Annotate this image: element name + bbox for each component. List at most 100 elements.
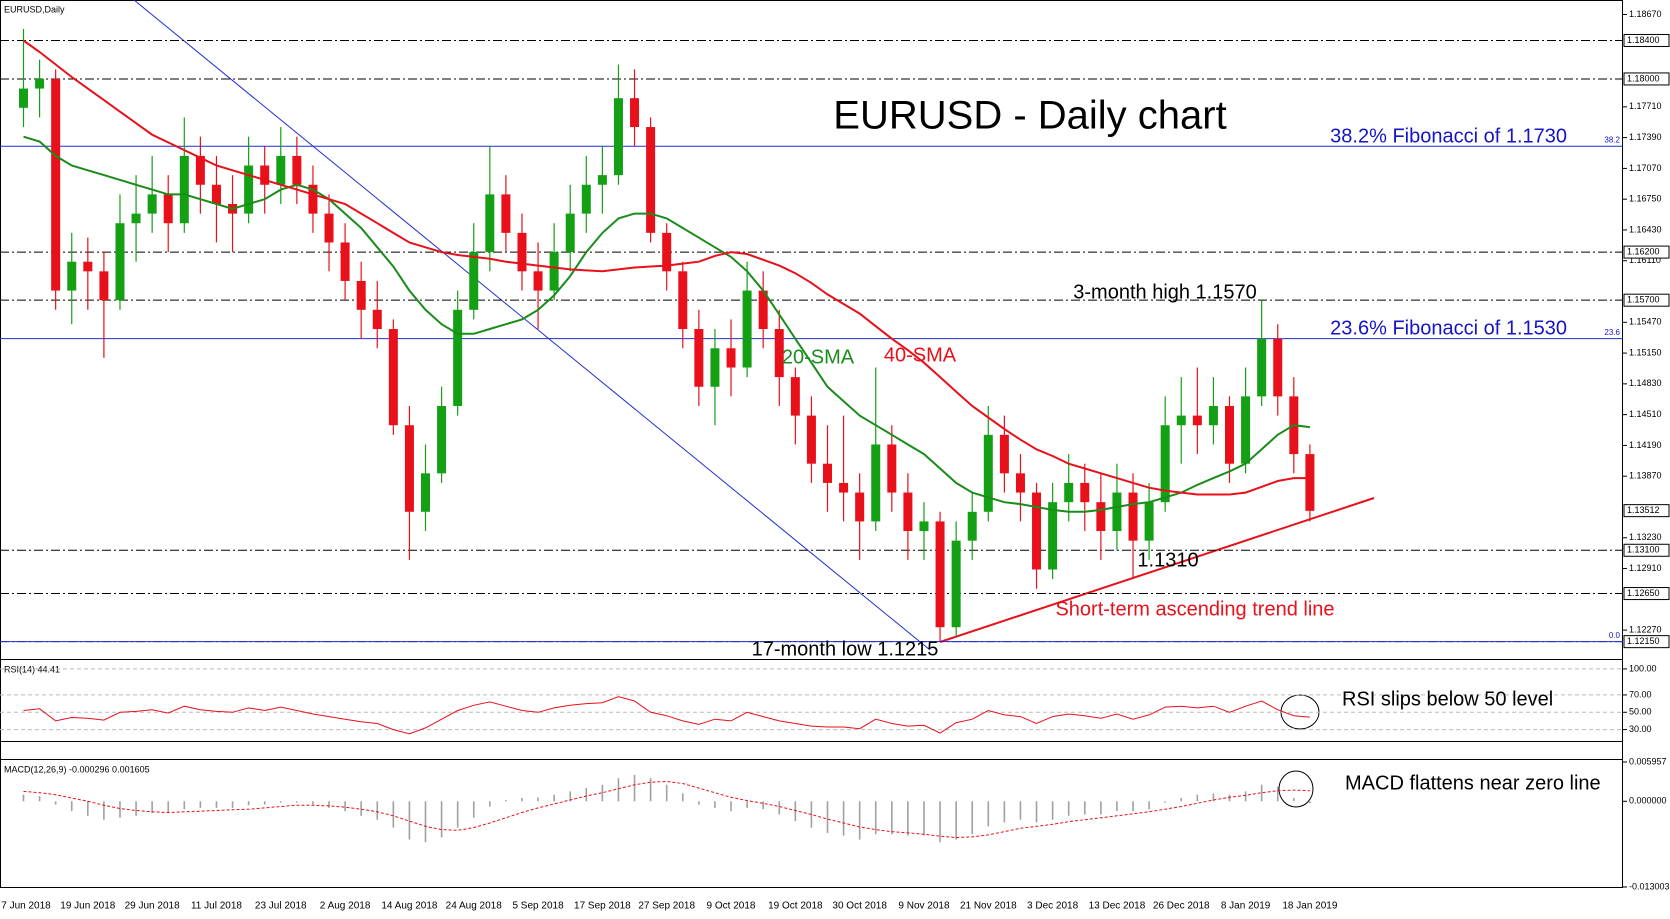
x-tick-label: 23 Jul 2018 bbox=[255, 901, 307, 912]
annotation: Short-term ascending trend line bbox=[1055, 598, 1334, 620]
x-tick-label: 29 Jun 2018 bbox=[125, 901, 180, 912]
histogram-bar bbox=[1293, 797, 1295, 802]
candle-body bbox=[1144, 502, 1154, 541]
annotation: 1.1310 bbox=[1137, 549, 1198, 571]
histogram-bar bbox=[151, 801, 153, 814]
candle-body bbox=[1160, 425, 1170, 503]
histogram-bar bbox=[231, 801, 234, 808]
candle-body bbox=[581, 184, 591, 214]
candle-body bbox=[517, 232, 527, 272]
histogram-bar bbox=[971, 801, 974, 835]
candle-body bbox=[871, 444, 881, 522]
x-tick-label: 24 Aug 2018 bbox=[446, 901, 503, 912]
ascending-trend-line bbox=[939, 497, 1375, 643]
last-price-box bbox=[1623, 504, 1670, 518]
candle-body bbox=[903, 492, 913, 532]
candle-body bbox=[646, 127, 656, 233]
candle-body bbox=[678, 271, 688, 330]
histogram-bar bbox=[858, 801, 861, 840]
candle-body bbox=[1273, 338, 1283, 397]
candle-body bbox=[967, 511, 977, 541]
histogram-bar bbox=[1148, 801, 1150, 810]
candle-body bbox=[195, 155, 205, 185]
histogram-bar bbox=[247, 801, 250, 806]
candle-body bbox=[1112, 492, 1122, 532]
candle-body bbox=[1128, 492, 1138, 541]
y-tick-label: 1.17390 bbox=[1629, 132, 1662, 142]
level-label-box bbox=[1623, 293, 1670, 307]
x-tick-label: 30 Oct 2018 bbox=[832, 901, 887, 912]
x-tick-label: 9 Nov 2018 bbox=[898, 901, 950, 912]
x-tick-label: 26 Dec 2018 bbox=[1153, 901, 1210, 912]
candle-body bbox=[131, 213, 141, 224]
histogram-bar bbox=[1083, 801, 1086, 815]
plot-frame bbox=[0, 0, 1623, 888]
candle-body bbox=[694, 329, 704, 387]
candle-body bbox=[260, 165, 270, 185]
fibonacci-label: 38.2 bbox=[1604, 135, 1620, 144]
downtrend-line bbox=[133, 0, 931, 651]
candle-body bbox=[1176, 415, 1186, 426]
candle-body bbox=[421, 473, 430, 512]
x-tick-label: 17 Sep 2018 bbox=[574, 901, 631, 912]
histogram-bar bbox=[456, 801, 459, 828]
level-label-box bbox=[1623, 635, 1670, 649]
y-tick-label: 1.15470 bbox=[1629, 317, 1662, 327]
candle-body bbox=[388, 329, 398, 426]
candle-body bbox=[662, 232, 672, 272]
candle-body bbox=[99, 271, 109, 301]
candle-body bbox=[35, 78, 45, 89]
y-tick-label: 1.12270 bbox=[1629, 624, 1662, 634]
candle-body bbox=[453, 309, 463, 406]
y-tick-label: 1.17070 bbox=[1629, 163, 1662, 173]
sma-line bbox=[22, 39, 1310, 496]
candle-body bbox=[51, 78, 61, 291]
histogram-bar bbox=[70, 801, 73, 812]
histogram-bar bbox=[1035, 801, 1038, 823]
candle-body bbox=[292, 155, 302, 185]
candle-body bbox=[501, 194, 511, 233]
x-tick-label: 19 Jun 2018 bbox=[60, 901, 115, 912]
histogram-bar bbox=[1260, 784, 1263, 802]
indicator-line bbox=[23, 696, 1310, 735]
panel-label: EURUSD,Daily bbox=[4, 4, 65, 14]
candle-body bbox=[485, 194, 495, 253]
candle-body bbox=[115, 223, 125, 301]
macd-circle bbox=[1278, 770, 1314, 808]
candle-body bbox=[276, 155, 286, 185]
histogram-bar bbox=[408, 801, 411, 840]
histogram-bar bbox=[1100, 801, 1102, 815]
histogram-bar bbox=[1164, 801, 1166, 803]
candle-body bbox=[147, 194, 157, 214]
histogram-bar bbox=[537, 797, 539, 802]
histogram-bar bbox=[376, 801, 379, 820]
annotation: 38.2% Fibonacci of 1.1730 bbox=[1330, 125, 1567, 147]
candle-body bbox=[1015, 473, 1025, 493]
histogram-bar bbox=[38, 795, 41, 802]
candle-body bbox=[919, 521, 929, 532]
histogram-bar bbox=[1067, 801, 1070, 816]
fibonacci-label: 23.6 bbox=[1604, 328, 1620, 337]
histogram-bar bbox=[344, 801, 346, 812]
candle-body bbox=[790, 377, 800, 416]
candle-body bbox=[67, 261, 77, 291]
histogram-bar bbox=[199, 801, 202, 808]
candle-body bbox=[469, 252, 479, 310]
level-label-box bbox=[1623, 72, 1670, 86]
candle-body bbox=[758, 290, 768, 330]
histogram-bar bbox=[440, 801, 443, 838]
candle-body bbox=[211, 184, 221, 204]
histogram-bar bbox=[923, 801, 925, 836]
candle-body bbox=[935, 521, 945, 628]
candle-body bbox=[372, 309, 382, 330]
candle-body bbox=[565, 213, 575, 253]
candle-body bbox=[710, 348, 720, 387]
candle-body bbox=[597, 175, 607, 185]
candle-body bbox=[630, 98, 640, 128]
x-tick-label: 13 Dec 2018 bbox=[1089, 901, 1146, 912]
histogram-bar bbox=[328, 801, 330, 808]
panel-label: RSI(14) 44.41 bbox=[4, 664, 60, 674]
candle-body bbox=[83, 261, 93, 272]
histogram-bar bbox=[472, 801, 475, 818]
